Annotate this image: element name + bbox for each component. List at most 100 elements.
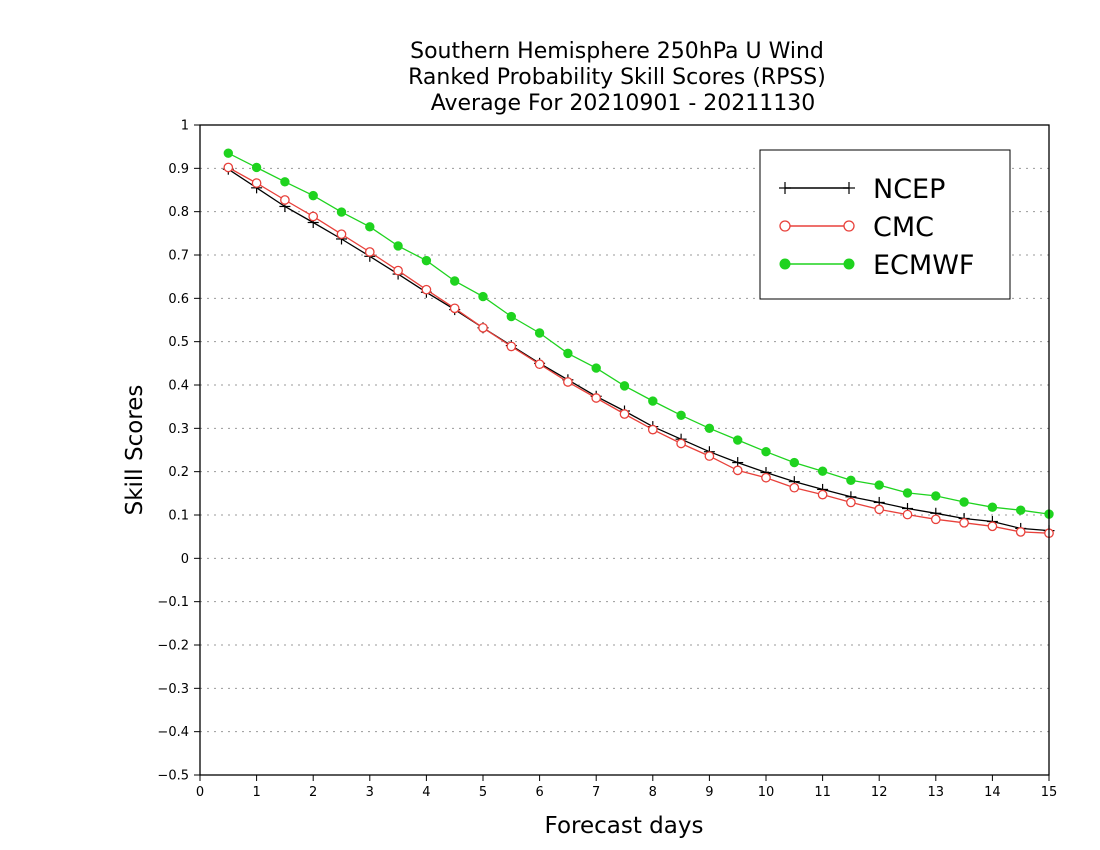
legend-marker-ecmwf bbox=[843, 258, 855, 270]
legend-label-ncep: NCEP bbox=[873, 174, 945, 205]
y-tick-label: 0.5 bbox=[168, 335, 189, 350]
data-point-cmc bbox=[619, 409, 630, 419]
x-tick-label: 6 bbox=[535, 785, 543, 800]
data-point-ecmwf bbox=[987, 502, 998, 512]
series-ecmwf bbox=[223, 148, 1054, 519]
data-point-cmc bbox=[1015, 527, 1026, 537]
data-point-ecmwf bbox=[563, 348, 573, 359]
data-point-cmc bbox=[930, 514, 941, 525]
data-point-cmc bbox=[761, 472, 771, 483]
x-tick-label: 8 bbox=[649, 785, 657, 800]
data-point-cmc bbox=[280, 195, 290, 205]
data-point-cmc bbox=[676, 438, 686, 449]
legend-marker-ncep bbox=[779, 182, 791, 194]
x-tick-label: 15 bbox=[1041, 785, 1058, 800]
legend-items: NCEP CMC ECMWF bbox=[779, 174, 974, 281]
series-layer bbox=[222, 148, 1055, 539]
data-point-ecmwf bbox=[450, 276, 460, 286]
y-tick-label: 0.9 bbox=[168, 162, 189, 177]
chart-title-line-3: Average For 20210901 - 20211130 bbox=[431, 91, 816, 116]
data-point-cmc bbox=[364, 247, 375, 257]
legend-marker-ecmwf bbox=[779, 258, 791, 270]
data-point-ecmwf bbox=[478, 291, 488, 302]
legend-box bbox=[759, 149, 1011, 300]
data-point-cmc bbox=[449, 303, 460, 314]
legend-marker-cmc bbox=[843, 220, 855, 232]
data-point-ecmwf bbox=[676, 410, 686, 421]
data-point-ecmwf bbox=[902, 488, 913, 498]
data-point-cmc bbox=[987, 521, 998, 532]
data-point-cmc bbox=[846, 497, 856, 508]
data-point-cmc bbox=[902, 509, 913, 520]
data-point-ecmwf bbox=[591, 363, 601, 373]
data-point-ecmwf bbox=[308, 190, 318, 201]
x-tick-label: 13 bbox=[928, 785, 945, 800]
y-tick-label: 0.6 bbox=[168, 292, 189, 307]
data-point-cmc bbox=[591, 393, 602, 403]
plot-frame bbox=[199, 124, 1050, 776]
y-tick-label: −0.5 bbox=[157, 769, 189, 784]
legend: NCEP CMC ECMWF bbox=[759, 149, 1011, 300]
chart-title-line-1: Southern Hemisphere 250hPa U Wind bbox=[410, 39, 824, 64]
data-point-cmc bbox=[874, 504, 885, 515]
x-tick-label: 10 bbox=[758, 785, 775, 800]
data-point-ecmwf bbox=[365, 222, 375, 232]
data-point-ecmwf bbox=[534, 328, 545, 338]
data-point-ecmwf bbox=[251, 162, 262, 173]
x-tick-label: 0 bbox=[196, 785, 204, 800]
data-point-cmc bbox=[393, 265, 403, 276]
data-point-ecmwf bbox=[733, 435, 743, 445]
data-point-ecmwf bbox=[1016, 505, 1026, 515]
data-point-ecmwf bbox=[761, 447, 771, 457]
x-axis-ticks: 0 1 2 3 4 5 6 7 8 9 10 11 12 13 14 15 bbox=[196, 775, 1057, 800]
y-tick-label: 0.7 bbox=[168, 249, 189, 264]
x-tick-label: 12 bbox=[871, 785, 888, 800]
data-point-cmc bbox=[534, 359, 545, 370]
series-line-ecmwf bbox=[228, 152, 1050, 515]
data-point-ecmwf bbox=[931, 491, 941, 501]
data-point-ecmwf bbox=[959, 497, 969, 507]
data-point-ecmwf bbox=[223, 148, 234, 158]
legend-marker-ncep bbox=[843, 182, 855, 194]
data-point-cmc bbox=[308, 211, 319, 222]
data-point-cmc bbox=[959, 517, 969, 528]
data-point-cmc bbox=[478, 322, 488, 333]
y-tick-label: 0 bbox=[181, 552, 189, 567]
series-cmc bbox=[223, 162, 1054, 539]
data-point-ecmwf bbox=[846, 475, 856, 486]
x-axis-label: Forecast days bbox=[545, 813, 704, 839]
data-point-cmc bbox=[817, 489, 828, 500]
data-point-cmc bbox=[704, 451, 715, 461]
data-point-cmc bbox=[563, 377, 573, 387]
x-tick-label: 11 bbox=[814, 785, 831, 800]
data-point-cmc bbox=[506, 341, 517, 352]
data-point-cmc bbox=[251, 178, 262, 188]
y-tick-label: 0.4 bbox=[168, 379, 189, 394]
y-tick-label: −0.3 bbox=[157, 682, 189, 697]
data-point-ecmwf bbox=[506, 311, 516, 322]
x-tick-label: 14 bbox=[984, 785, 1001, 800]
y-tick-label: −0.1 bbox=[157, 595, 189, 610]
y-tick-label: −0.2 bbox=[157, 639, 189, 654]
data-point-ecmwf bbox=[336, 207, 347, 217]
x-tick-label: 5 bbox=[479, 785, 487, 800]
data-point-ecmwf bbox=[789, 457, 799, 468]
legend-marker-cmc bbox=[779, 220, 791, 232]
y-tick-label: 1 bbox=[181, 119, 189, 134]
data-point-ecmwf bbox=[393, 241, 403, 251]
data-point-cmc bbox=[647, 424, 658, 435]
data-point-ecmwf bbox=[280, 177, 290, 187]
series-line-ncep bbox=[227, 168, 1050, 532]
y-axis-ticks: −0.5 −0.4 −0.3 −0.2 −0.1 0 0.1 0.2 0.3 0.4 0.5 0.6 0… bbox=[157, 119, 200, 784]
data-point-ecmwf bbox=[421, 255, 432, 266]
data-point-cmc bbox=[421, 284, 432, 295]
chart-title-line-2: Ranked Probability Skill Scores (RPSS) bbox=[408, 65, 826, 90]
y-tick-label: 0.1 bbox=[168, 509, 189, 524]
data-point-cmc bbox=[223, 162, 234, 173]
data-point-cmc bbox=[789, 482, 800, 493]
data-point-ecmwf bbox=[619, 381, 630, 391]
x-tick-label: 2 bbox=[309, 785, 317, 800]
data-point-ecmwf bbox=[874, 480, 884, 490]
x-tick-label: 4 bbox=[422, 785, 430, 800]
